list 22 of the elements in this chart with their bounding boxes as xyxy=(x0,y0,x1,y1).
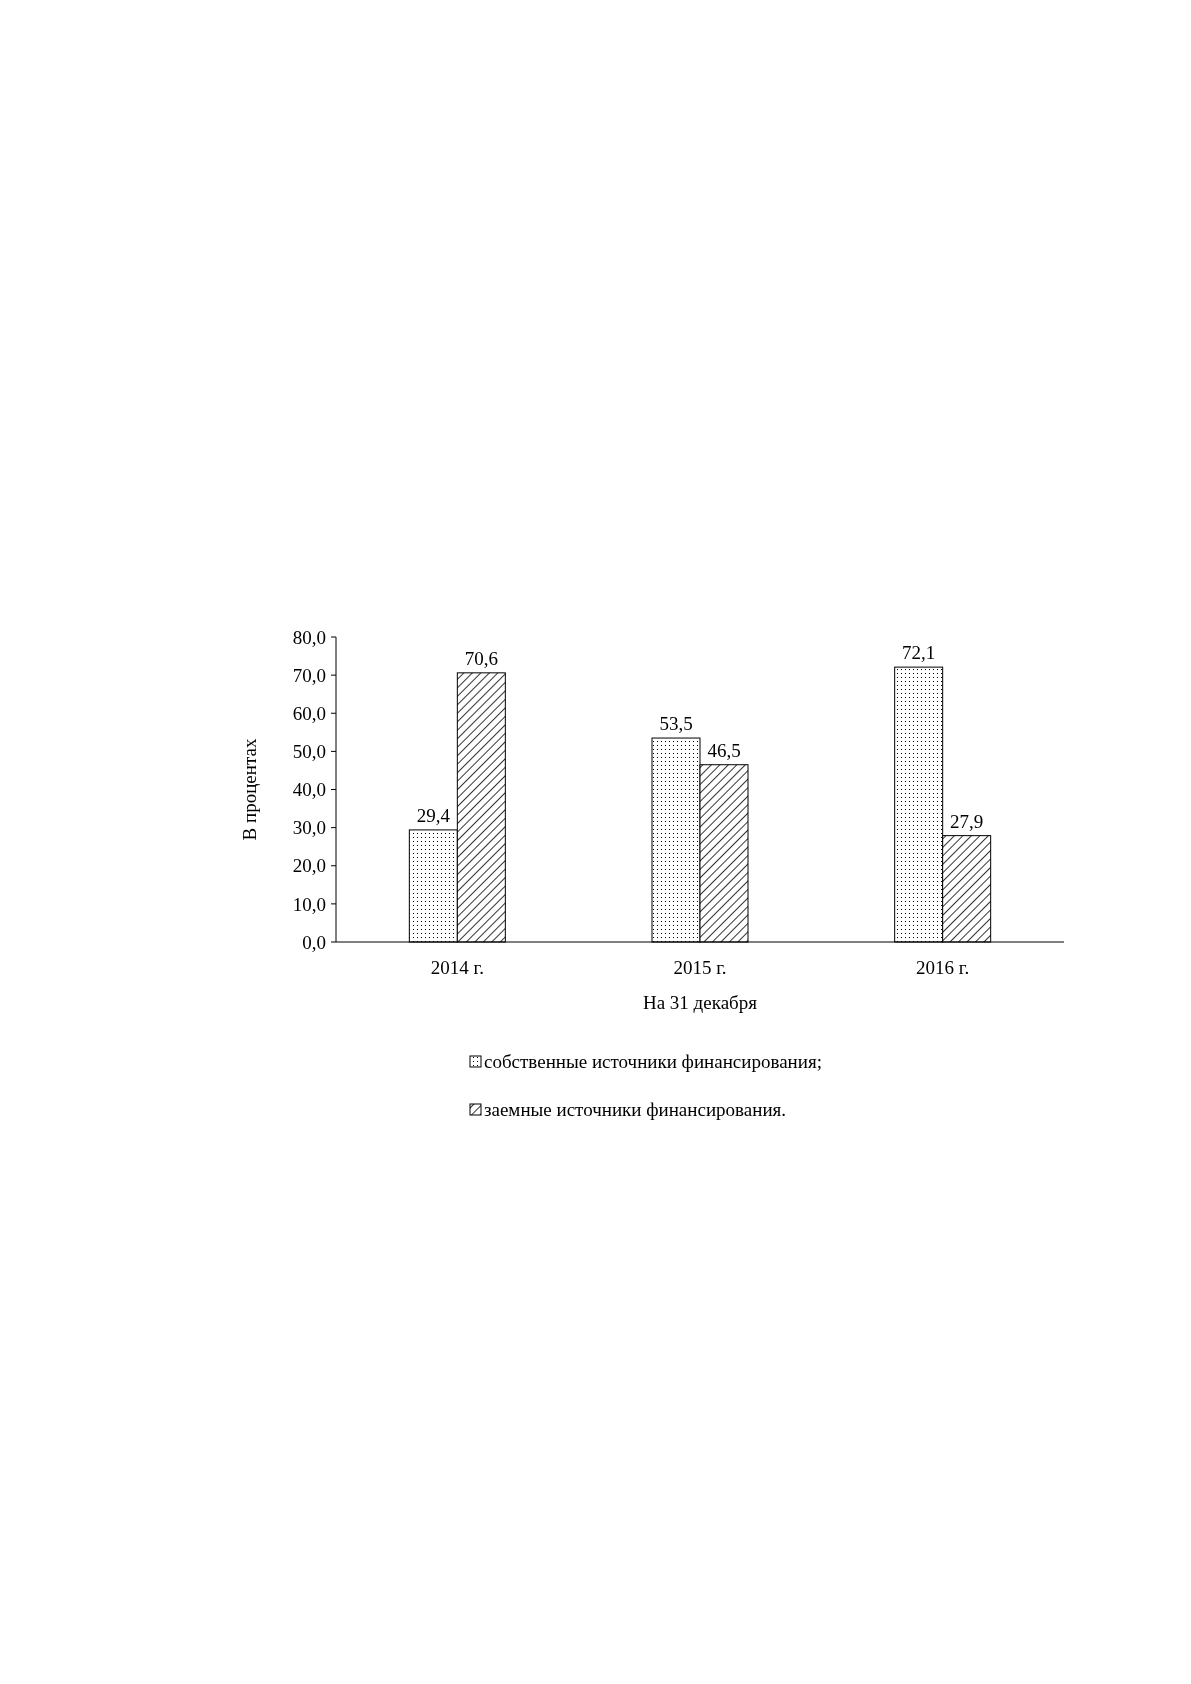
y-tick-label: 40,0 xyxy=(292,779,326,801)
data-label: 46,5 xyxy=(707,739,741,761)
data-label: 70,6 xyxy=(464,647,498,669)
y-tick-label: 30,0 xyxy=(292,817,326,839)
y-tick-label: 70,0 xyxy=(292,664,326,686)
legend-label: собственные источники финансирования; xyxy=(484,1051,822,1072)
y-tick-label: 60,0 xyxy=(292,702,326,724)
x-tick-label: 2014 г. xyxy=(430,957,484,978)
data-label: 53,5 xyxy=(659,713,693,735)
y-tick-label: 0,0 xyxy=(302,931,326,953)
x-axis-title: На 31 декабря xyxy=(642,992,758,1013)
x-tick-label: 2016 г. xyxy=(916,957,970,978)
data-label: 72,1 xyxy=(902,642,936,664)
legend-label: заемные источники финансирования. xyxy=(484,1099,787,1120)
data-label: 27,9 xyxy=(950,810,984,832)
data-label: 29,4 xyxy=(416,804,451,826)
y-tick-label: 20,0 xyxy=(292,855,326,877)
y-axis-title: В процентах xyxy=(239,738,260,841)
y-tick-label: 80,0 xyxy=(292,626,326,648)
y-tick-label: 10,0 xyxy=(292,893,326,915)
y-tick-label: 50,0 xyxy=(292,741,326,763)
x-tick-label: 2015 г. xyxy=(673,957,727,978)
